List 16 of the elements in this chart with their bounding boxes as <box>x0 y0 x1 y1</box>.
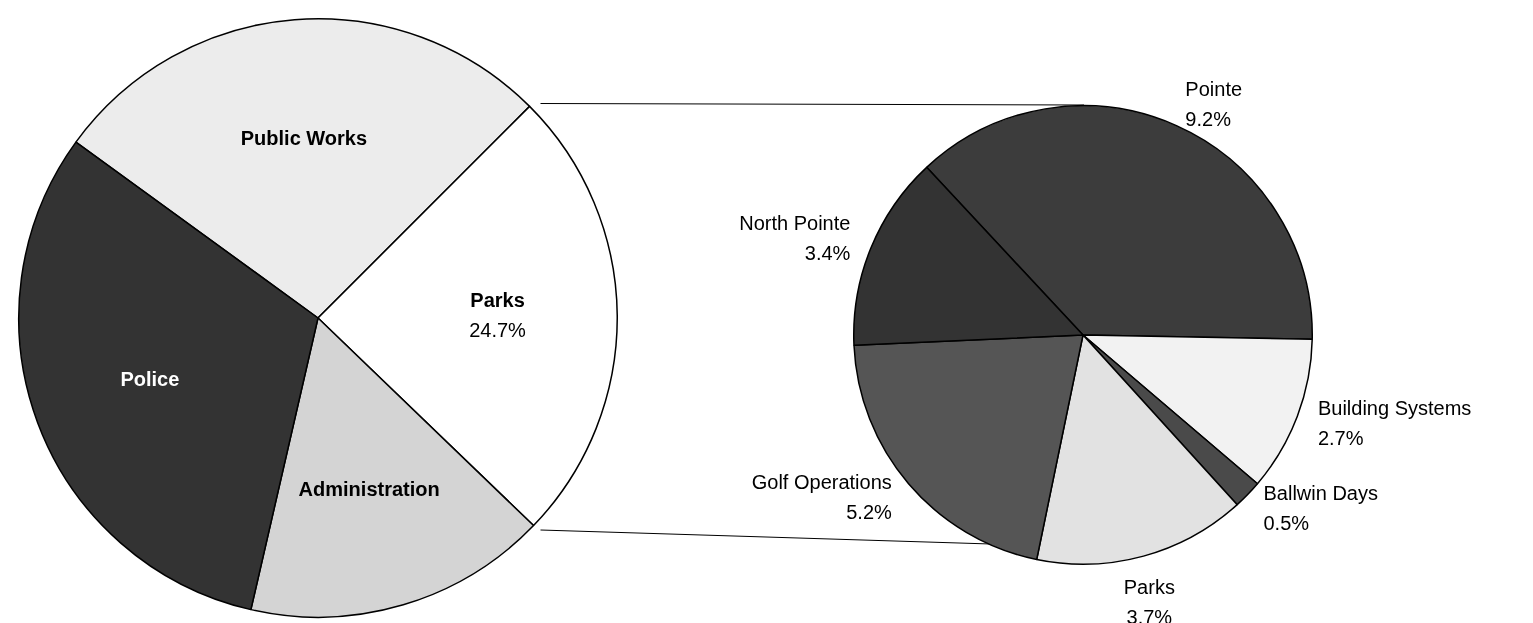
data-label: 0.5% <box>1263 512 1310 535</box>
data-label: 9.2% <box>1185 108 1232 131</box>
slice-label: Police <box>120 368 180 391</box>
slice-label: Parks <box>470 288 525 311</box>
slice-label: Golf Operations <box>751 470 892 493</box>
data-label: 24.7% <box>469 318 527 341</box>
slice-label: Ballwin Days <box>1263 482 1378 505</box>
slice-label: Administration <box>298 477 440 500</box>
slice-label: Building Systems <box>1317 396 1472 419</box>
slice-label: North Pointe <box>739 212 851 235</box>
data-label: 2.7% <box>1317 426 1364 449</box>
data-label: 5.2% <box>846 500 893 523</box>
slice-label: Pointe <box>1185 78 1243 101</box>
data-label: 3.4% <box>804 242 851 265</box>
slice-label: Public Works <box>240 126 368 149</box>
slice-label: Parks <box>1123 575 1175 598</box>
